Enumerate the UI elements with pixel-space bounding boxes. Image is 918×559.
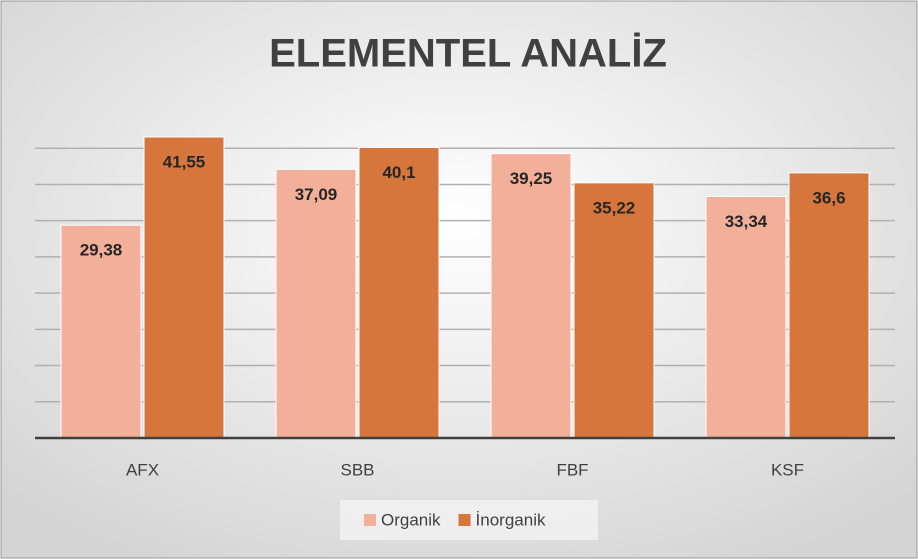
- legend-label: Organik: [381, 510, 441, 529]
- x-tick-label: KSF: [771, 460, 804, 479]
- legend-swatch: [364, 514, 376, 526]
- legend-label: İnorganik: [476, 510, 546, 529]
- chart-title: ELEMENTEL ANALİZ: [269, 32, 667, 76]
- bar: [788, 172, 870, 439]
- data-label: 40,1: [382, 163, 415, 182]
- data-label: 36,6: [812, 188, 845, 207]
- data-label: 39,25: [510, 169, 553, 188]
- legend-swatch: [458, 514, 471, 526]
- x-tick-label: AFX: [126, 460, 159, 479]
- bar: [358, 146, 440, 439]
- data-label: 37,09: [295, 185, 338, 204]
- bar: [143, 136, 225, 439]
- x-tick-label: FBF: [556, 460, 588, 479]
- data-label: 41,55: [163, 152, 206, 171]
- bar: [60, 224, 142, 439]
- data-label: 35,22: [593, 198, 636, 217]
- bar: [490, 153, 572, 439]
- data-label: 29,38: [80, 241, 123, 260]
- bar: [573, 182, 655, 439]
- bar: [275, 168, 357, 439]
- x-tick-label: SBB: [340, 460, 374, 479]
- bar: [705, 195, 787, 439]
- data-label: 33,34: [725, 212, 768, 231]
